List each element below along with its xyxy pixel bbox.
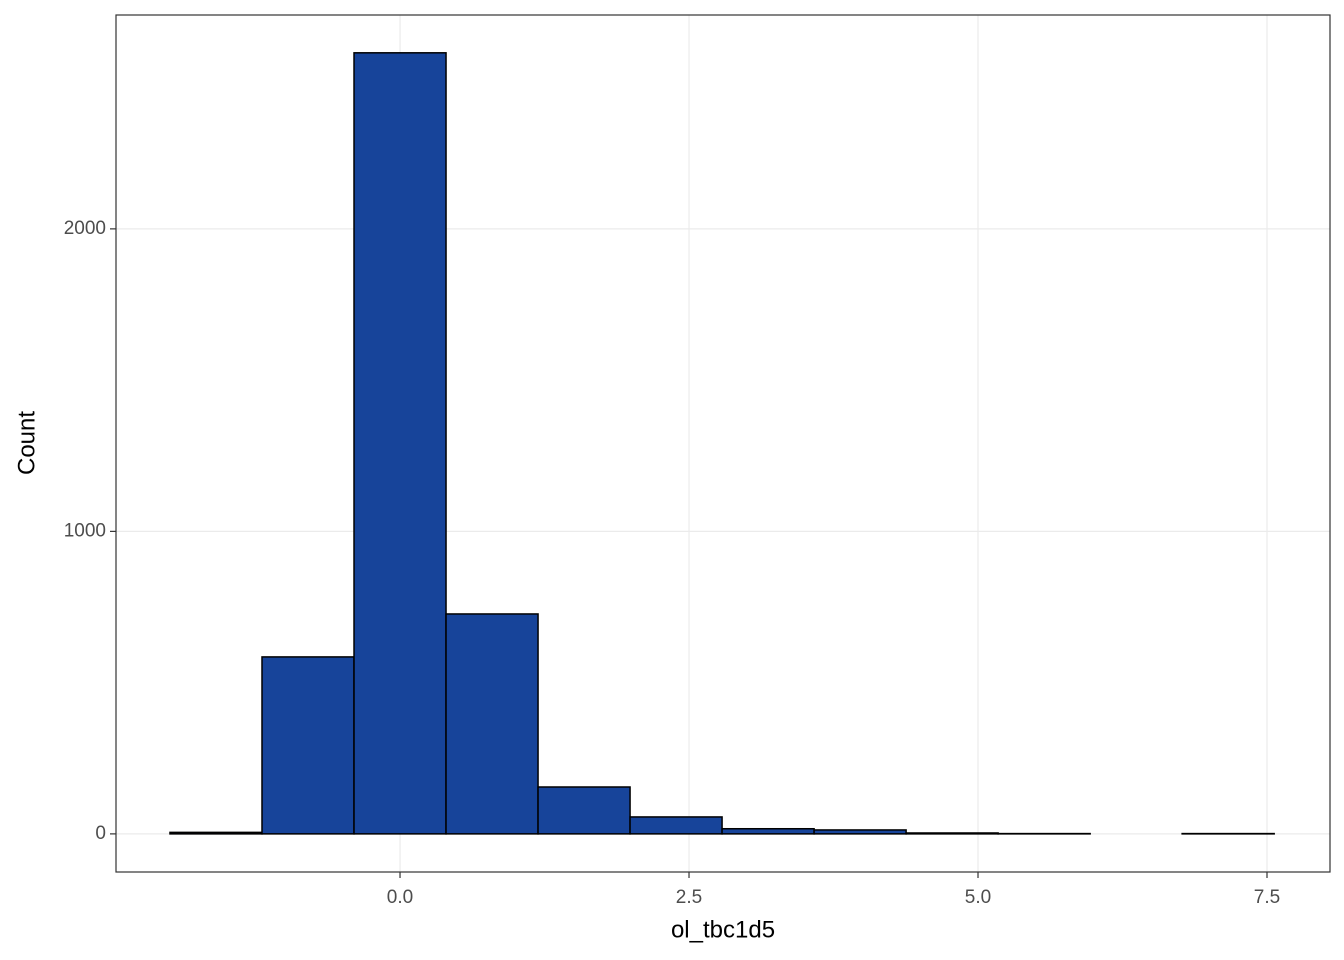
bar (537, 786, 631, 835)
bar (813, 829, 907, 835)
bar (905, 832, 999, 835)
bar (169, 831, 263, 835)
y-axis-title: Count (13, 411, 40, 475)
x-tick-label: 5.0 (965, 887, 991, 908)
x-tick-label: 0.0 (387, 887, 413, 908)
bar (629, 816, 723, 835)
bar (353, 52, 447, 835)
x-tick-label: 7.5 (1254, 887, 1280, 908)
x-axis-title: ol_tbc1d5 (671, 916, 775, 943)
y-tick-label: 2000 (64, 218, 106, 239)
bar (445, 613, 539, 835)
panel-border (115, 14, 1331, 873)
y-tick-label: 0 (95, 823, 106, 844)
x-tick-label: 2.5 (676, 887, 702, 908)
y-tick-label: 1000 (64, 520, 106, 541)
bar (261, 656, 355, 835)
bar (721, 827, 815, 835)
